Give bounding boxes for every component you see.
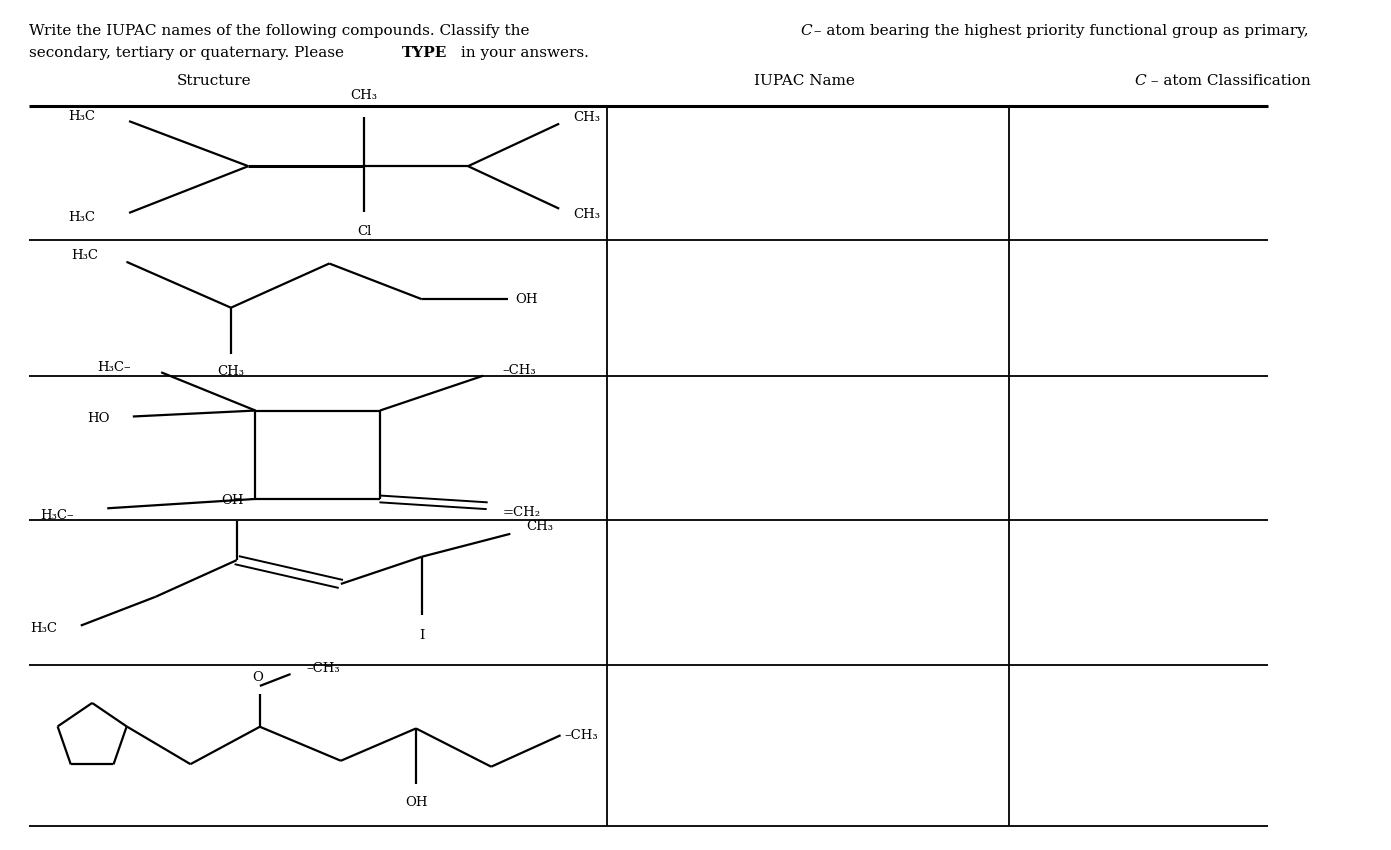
Text: –CH₃: –CH₃ — [502, 364, 537, 377]
Text: H₃C: H₃C — [68, 110, 96, 123]
Text: Write the IUPAC names of the following compounds. Classify the: Write the IUPAC names of the following c… — [29, 25, 534, 38]
Text: CH₃: CH₃ — [217, 366, 245, 378]
Text: OH: OH — [405, 796, 427, 809]
Text: Structure: Structure — [177, 74, 252, 88]
Text: =CH₂: =CH₂ — [502, 506, 541, 519]
Text: I: I — [419, 629, 424, 642]
Text: C: C — [1135, 74, 1146, 88]
Text: IUPAC Name: IUPAC Name — [754, 74, 854, 88]
Text: CH₃: CH₃ — [573, 208, 601, 221]
Text: H₃C–: H₃C– — [40, 508, 74, 522]
Text: – atom bearing the highest priority functional group as primary,: – atom bearing the highest priority func… — [810, 25, 1309, 38]
Text: O: O — [252, 672, 263, 684]
Text: CH₃: CH₃ — [573, 111, 601, 124]
Text: secondary, tertiary or quaternary. Please: secondary, tertiary or quaternary. Pleas… — [29, 46, 348, 60]
Text: CH₃: CH₃ — [351, 89, 377, 103]
Text: –CH₃: –CH₃ — [306, 662, 339, 676]
Text: OH: OH — [221, 494, 243, 507]
Text: OH: OH — [516, 292, 538, 306]
Text: H₃C: H₃C — [68, 211, 96, 224]
Text: TYPE: TYPE — [402, 46, 448, 60]
Text: Cl: Cl — [356, 225, 371, 238]
Text: H₃C–: H₃C– — [97, 360, 131, 374]
Text: in your answers.: in your answers. — [456, 46, 590, 60]
Text: CH₃: CH₃ — [526, 520, 552, 534]
Text: H₃C: H₃C — [71, 249, 97, 263]
Text: C: C — [800, 25, 812, 38]
Text: –CH₃: –CH₃ — [565, 728, 598, 742]
Text: HO: HO — [88, 411, 110, 425]
Text: H₃C: H₃C — [31, 621, 57, 635]
Text: – atom Classification: – atom Classification — [1146, 74, 1312, 88]
